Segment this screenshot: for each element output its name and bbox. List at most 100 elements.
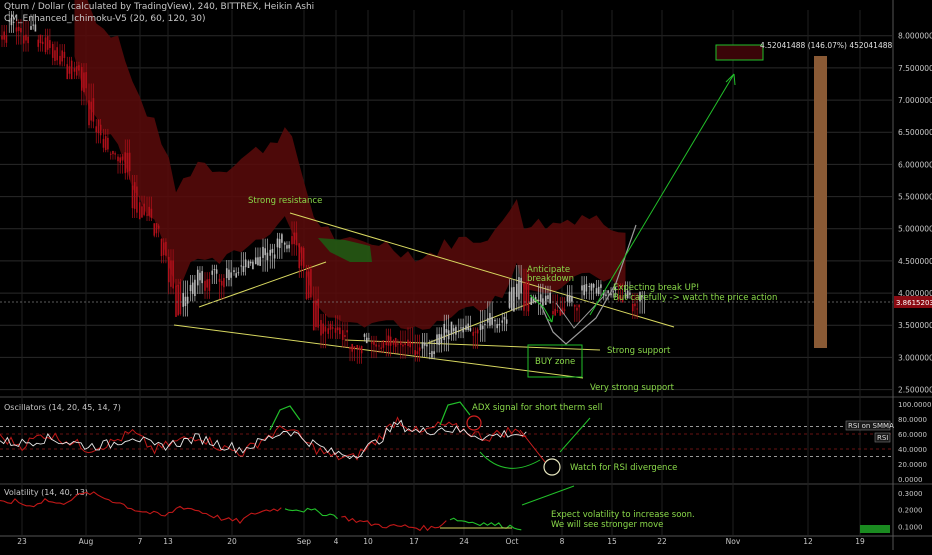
candle-body [370,342,373,344]
candle-body [457,330,460,333]
candle-body [271,248,274,253]
time-tick-label: 22 [657,537,667,546]
candle-body [520,277,522,294]
candle-body [573,304,576,307]
candle-body [621,297,624,303]
indicator-label: CM_Enhanced_Ichimoku-V5 (20, 60, 120, 30… [4,14,206,24]
candle-body [293,232,295,245]
candle-body [291,236,293,245]
candle-body [581,285,583,291]
candle-body [143,203,145,215]
candle-body [389,336,392,346]
candle-body [399,341,402,345]
candle-body [298,243,301,269]
candle-body [211,270,214,275]
time-tick-label: Aug [79,537,94,546]
annotation-watch-price: But carefully -> watch the price action [613,293,777,303]
candle-body [259,256,261,266]
candle-body [407,339,409,347]
candle-body [92,98,95,122]
candle-body [288,244,290,249]
candle-body [544,295,547,305]
candle-body [452,328,455,332]
candle-body [307,271,310,298]
candle-body [27,36,29,44]
candle-body [320,320,322,336]
candle-body [566,294,569,302]
volatility-tick-label: 0.1000 [898,523,923,531]
candle-body [505,319,508,324]
volatility-arrow [521,485,575,506]
volatility-tick-label: 0.3000 [898,490,923,498]
candle-body [119,157,121,163]
candle-body [344,335,346,338]
candle-body [15,27,18,32]
candle-body [518,277,520,300]
candle-body [479,324,482,331]
rsi-line [0,419,527,460]
candle-body [537,299,540,301]
candle-body [346,330,348,333]
candle-body [75,66,78,76]
candle-body [273,254,276,259]
candle-body [230,272,232,278]
candle-body [266,252,269,261]
candle-body [588,286,591,288]
price-tick-label: 6.00000000 [898,160,932,169]
time-tick-label: 13 [163,537,173,546]
candle-body [547,295,549,300]
candle-body [353,346,356,350]
breakdown-arrow [529,294,553,323]
legend-tag-rsi [874,432,891,443]
time-tick-label: 4 [334,537,339,546]
very-strong-support-line [173,324,584,379]
candle-body [206,279,208,288]
candle-body [334,328,337,333]
candle-body [312,300,315,331]
candle-body [257,257,259,266]
candle-body [421,342,424,349]
candle-body [532,297,535,304]
candle-body [349,347,351,349]
candle-body [559,310,562,316]
candle-body [556,310,559,312]
candle-body [438,334,440,346]
candle-body [411,342,414,345]
candle-body [387,335,390,346]
oscillator-tick-label: 20.0000 [898,461,927,469]
candle-body [252,261,254,270]
candle-body [494,319,496,322]
oscillator-tick-label: 0.0000 [898,476,923,484]
candle-body [25,34,27,41]
candle-body [269,249,272,256]
candle-body [380,347,382,349]
candle-body [469,328,472,331]
sell-arrow [519,429,546,463]
candle-body [109,153,112,155]
candle-body [107,137,109,150]
candle-body [568,295,571,303]
candle-body [501,320,504,323]
candle-body [629,292,631,295]
candle-body [191,282,194,294]
candle-body [636,308,638,310]
candle-body [617,296,620,299]
projection-path-alt [555,295,605,329]
candle-body [549,292,551,304]
candle-body [378,345,380,347]
candle-body [365,337,368,344]
candle-body [571,295,573,302]
time-tick-label: 15 [607,537,617,546]
candle-body [44,37,47,53]
candle-body [240,265,243,267]
divergence-arrow-left [479,451,541,469]
adx-signal-circle [466,415,482,431]
candle-body [329,323,332,330]
candle-body [310,268,312,298]
candle-body [626,290,629,299]
annotation-volatility-1: Expect volatility to increase soon. [551,510,695,520]
candle-body [619,295,622,301]
candle-body [414,350,417,356]
